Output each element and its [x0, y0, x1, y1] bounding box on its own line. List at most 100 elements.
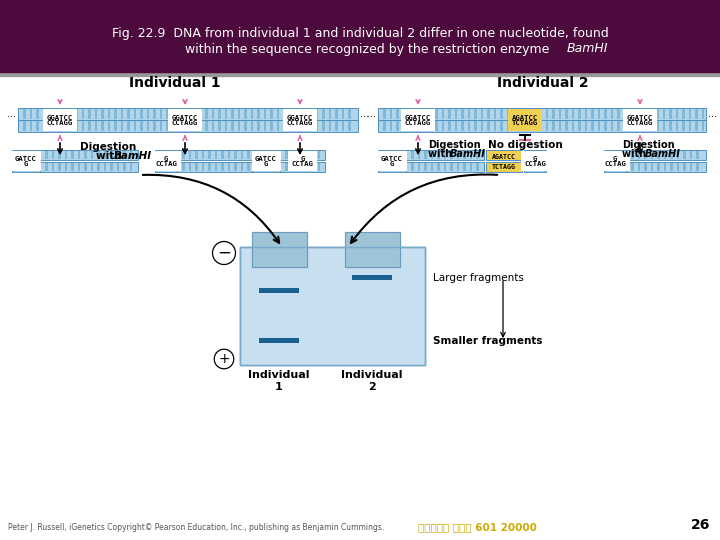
Bar — [345, 232, 400, 267]
Bar — [186, 121, 188, 131]
Bar — [133, 121, 136, 131]
Bar — [664, 151, 666, 159]
Bar — [591, 109, 593, 119]
Bar — [215, 163, 217, 171]
Bar — [520, 109, 522, 119]
Bar — [422, 109, 425, 119]
Bar — [469, 163, 472, 171]
Bar — [630, 121, 632, 131]
Text: ...: ... — [708, 109, 717, 119]
Bar — [186, 109, 188, 119]
Bar — [441, 121, 444, 131]
Bar — [311, 163, 313, 171]
Text: Peter J. Russell, iGenetics Copyright© Pearson Education, Inc., publishing as Be: Peter J. Russell, iGenetics Copyright© P… — [8, 523, 384, 532]
Bar — [68, 109, 71, 119]
Bar — [215, 151, 217, 159]
Text: 26: 26 — [690, 518, 710, 532]
Bar — [240, 163, 243, 171]
Bar — [130, 151, 132, 159]
Bar — [677, 151, 679, 159]
Text: GGATCC: GGATCC — [47, 115, 73, 121]
Bar — [42, 121, 45, 131]
Bar — [123, 163, 125, 171]
Bar — [49, 109, 52, 119]
Bar — [208, 163, 210, 171]
Bar — [696, 151, 698, 159]
Bar — [565, 109, 567, 119]
Bar — [480, 109, 483, 119]
Bar — [474, 109, 477, 119]
Bar — [696, 163, 698, 171]
Bar — [437, 163, 439, 171]
Text: CCTAGG: CCTAGG — [172, 120, 198, 126]
Bar — [283, 121, 286, 131]
Bar — [682, 109, 685, 119]
Bar — [622, 163, 624, 171]
Bar — [636, 109, 639, 119]
Bar — [513, 121, 516, 131]
Bar — [669, 121, 672, 131]
Bar — [657, 163, 660, 171]
Bar — [411, 151, 413, 159]
Bar — [318, 151, 320, 159]
Bar — [264, 121, 266, 131]
Bar — [146, 109, 149, 119]
Bar — [110, 151, 112, 159]
Bar — [166, 151, 169, 159]
Bar — [631, 151, 634, 159]
Bar — [0, 72, 720, 76]
Text: CCTAGG: CCTAGG — [627, 120, 653, 126]
Bar — [257, 109, 259, 119]
Bar — [133, 109, 136, 119]
Bar — [218, 121, 220, 131]
Bar — [270, 151, 272, 159]
Bar — [68, 121, 71, 131]
Text: Larger fragments: Larger fragments — [433, 273, 524, 283]
Bar — [202, 151, 204, 159]
Bar — [257, 163, 259, 171]
Bar — [431, 151, 433, 159]
Bar — [104, 163, 106, 171]
Bar — [12, 151, 40, 171]
Bar — [345, 232, 400, 267]
Text: Smaller fragments: Smaller fragments — [433, 336, 542, 346]
Text: GATCC: GATCC — [381, 156, 403, 162]
Bar — [42, 109, 78, 131]
Bar — [656, 121, 659, 131]
Bar — [45, 151, 48, 159]
Bar — [701, 109, 704, 119]
Bar — [155, 162, 177, 172]
Bar — [264, 163, 266, 171]
Bar — [418, 163, 420, 171]
Bar — [24, 163, 26, 171]
Bar — [140, 109, 143, 119]
Bar — [617, 109, 619, 119]
Bar — [690, 151, 692, 159]
Bar — [428, 121, 431, 131]
Bar — [55, 121, 58, 131]
Bar — [52, 163, 54, 171]
Bar — [252, 162, 280, 172]
Bar — [604, 162, 626, 172]
Bar — [675, 121, 678, 131]
Bar — [469, 151, 472, 159]
Bar — [431, 163, 433, 171]
Bar — [322, 109, 325, 119]
Bar — [276, 121, 279, 131]
Bar — [168, 109, 202, 131]
Bar — [669, 109, 672, 119]
Text: G: G — [164, 156, 168, 162]
Bar — [177, 150, 252, 160]
Bar — [189, 163, 191, 171]
Bar — [305, 151, 307, 159]
Text: G: G — [24, 161, 28, 167]
Bar — [120, 121, 123, 131]
Bar — [97, 151, 99, 159]
Bar — [192, 121, 194, 131]
Bar — [259, 288, 299, 293]
Bar — [296, 109, 299, 119]
Bar — [402, 121, 405, 131]
Bar — [456, 151, 459, 159]
Text: with: with — [96, 151, 125, 161]
Bar — [24, 151, 26, 159]
